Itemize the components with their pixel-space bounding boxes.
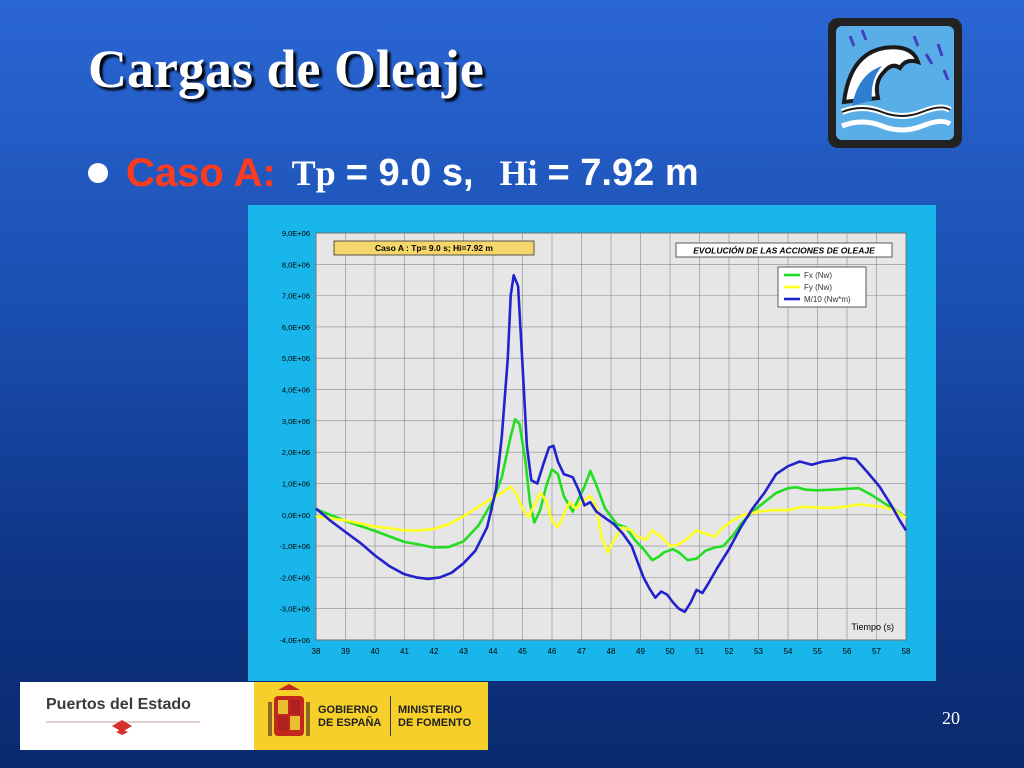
hi-value: = 7.92 m	[547, 151, 699, 194]
x-tick-label: 51	[695, 647, 704, 656]
y-tick-label: 0,0E+00	[282, 511, 310, 520]
tp-label: Tp	[291, 153, 336, 193]
x-tick-label: 53	[754, 647, 763, 656]
legend-label: M/10 (Nw*m)	[804, 295, 851, 304]
annotation-box	[333, 240, 535, 256]
slide-title: Cargas de Oleaje	[88, 39, 484, 99]
legend-label: Fx (Nw)	[804, 271, 832, 280]
x-tick-label: 52	[725, 647, 734, 656]
x-tick-label: 55	[813, 647, 822, 656]
x-tick-label: 48	[607, 647, 616, 656]
y-tick-label: 7,0E+06	[282, 292, 310, 301]
ministerio-line1: MINISTERIO	[398, 704, 463, 716]
x-tick-label: 42	[430, 647, 439, 656]
case-bullet: Caso A: Tp = 9.0 s, Hi = 7.92 m	[88, 148, 699, 198]
y-tick-label: -4,0E+06	[279, 636, 310, 645]
y-tick-label: 1,0E+06	[282, 479, 310, 488]
page-number: 20	[942, 708, 960, 728]
x-tick-label: 58	[902, 647, 911, 656]
x-tick-label: 41	[400, 647, 409, 656]
x-axis-label: Tiempo (s)	[851, 622, 894, 632]
y-tick-label: -1,0E+06	[279, 542, 310, 551]
x-tick-label: 47	[577, 647, 586, 656]
x-tick-label: 57	[872, 647, 881, 656]
y-tick-label: -3,0E+06	[279, 605, 310, 614]
tp-value: = 9.0 s,	[345, 151, 474, 194]
x-tick-label: 46	[548, 647, 557, 656]
x-tick-label: 45	[518, 647, 527, 656]
x-tick-label: 43	[459, 647, 468, 656]
ministerio-line2: DE FOMENTO	[398, 717, 472, 729]
logo-divider	[390, 696, 391, 736]
puertos-logo: Puertos del Estado	[20, 682, 254, 750]
y-tick-label: -2,0E+06	[279, 573, 310, 582]
bullet-dot	[88, 163, 108, 183]
hi-label: Hi	[499, 153, 538, 193]
y-tick-label: 8,0E+06	[282, 260, 310, 269]
y-tick-label: 9,0E+06	[282, 229, 310, 238]
x-tick-label: 54	[784, 647, 793, 656]
puertos-logo-text: Puertos del Estado	[46, 696, 191, 713]
x-tick-label: 39	[341, 647, 350, 656]
chart-title: EVOLUCIÓN DE LAS ACCIONES DE OLEAJE	[693, 245, 875, 256]
y-tick-label: 6,0E+06	[282, 323, 310, 332]
annotation-text: Caso A : Tp= 9.0 s; Hi=7.92 m	[375, 243, 493, 253]
line-chart: 38 39 40 41 42 43 44 45 46 47 48 49 50 51 52 53 54 55 56 57…	[279, 229, 911, 656]
x-tick-label: 56	[843, 647, 852, 656]
series-line	[315, 485, 907, 554]
chart-frame: 38 39 40 41 42 43 44 45 46 47 48 49 50 51 52 53 54 55 56 57…	[248, 205, 936, 681]
legend-label: Fy (Nw)	[804, 283, 832, 292]
x-tick-label: 50	[666, 647, 675, 656]
x-tick-label: 49	[636, 647, 645, 656]
gobierno-line1: GOBIERNO	[318, 704, 378, 716]
coat-of-arms-icon	[268, 684, 310, 736]
x-tick-label: 38	[312, 647, 321, 656]
gobierno-logo: GOBIERNO DE ESPAÑA MINISTERIO DE FOMENTO	[254, 682, 488, 750]
gobierno-line2: DE ESPAÑA	[318, 717, 382, 729]
gobierno-text: GOBIERNO DE ESPAÑA	[318, 704, 381, 730]
x-tick-label: 44	[489, 647, 498, 656]
chart-title-box	[675, 242, 893, 258]
series-line	[315, 418, 907, 562]
ministerio-text: MINISTERIO DE FOMENTO	[398, 704, 471, 730]
x-tick-label: 40	[371, 647, 380, 656]
wave-icon	[822, 14, 968, 154]
case-label: Caso A:	[126, 150, 276, 195]
y-tick-label: 2,0E+06	[282, 448, 310, 457]
y-tick-label: 5,0E+06	[282, 354, 310, 363]
y-tick-label: 3,0E+06	[282, 417, 310, 426]
series-line	[315, 274, 908, 614]
y-tick-label: 4,0E+06	[282, 386, 310, 395]
